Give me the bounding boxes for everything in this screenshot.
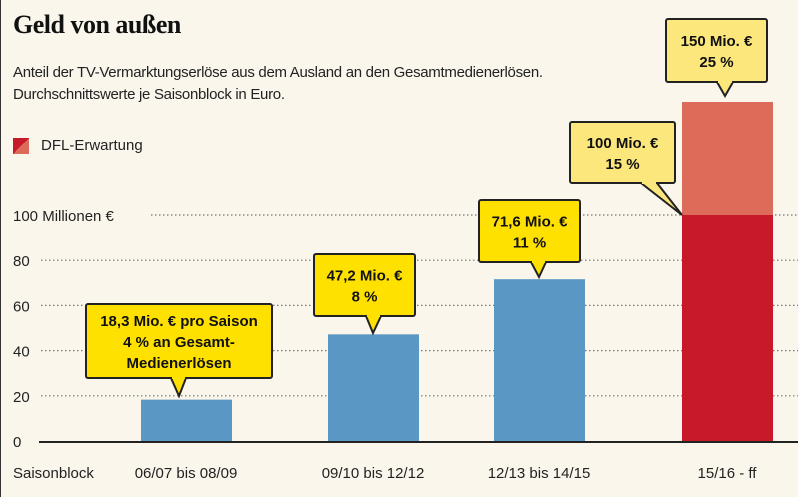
y-tick-label: 0 <box>13 434 21 451</box>
callout-pointer-join <box>642 180 656 184</box>
callout-text: 8 % <box>352 289 378 306</box>
y-tick-label: 100 Millionen € <box>13 208 115 225</box>
x-tick-label: 06/07 bis 08/09 <box>135 465 238 482</box>
x-tick-label: 15/16 - ff <box>698 465 758 482</box>
callout: 18,3 Mio. € pro Saison 4 % an Gesamt- Medi… <box>85 303 273 399</box>
y-tick-label: 40 <box>13 344 30 361</box>
callout: 71,6 Mio. € 11 % <box>478 199 581 280</box>
callout-pointer-join <box>367 313 380 317</box>
legend-label-dfl: DFL-Erwartung <box>41 137 143 154</box>
x-tick-label: 09/10 bis 12/12 <box>322 465 425 482</box>
callout-box <box>569 121 676 184</box>
x-axis-label: Saisonblock <box>13 465 94 482</box>
callout-text: 71,6 Mio. € <box>492 214 569 231</box>
bar-dfl-expectation <box>682 102 773 215</box>
callout-text: Medienerlösen <box>126 355 231 372</box>
bar <box>494 279 585 441</box>
callout-pointer <box>169 377 188 399</box>
y-tick-label: 60 <box>13 298 30 315</box>
callout-text: 150 Mio. € <box>681 33 753 50</box>
chart-subtitle: Anteil der TV-Vermarktungserlöse aus dem… <box>13 64 543 103</box>
legend: DFL-Erwartung <box>13 137 143 154</box>
callout-text: 100 Mio. € <box>587 135 659 152</box>
callout-box <box>665 18 768 83</box>
callout: 100 Mio. € 15 % <box>569 121 683 216</box>
callout-text: 47,2 Mio. € <box>327 268 404 285</box>
callout-text: 25 % <box>699 54 733 71</box>
chart-title: Geld von außen <box>13 10 181 39</box>
callout-pointer-join <box>718 79 732 83</box>
callout-pointer-join <box>532 259 545 263</box>
bar-dfl-base <box>682 215 773 441</box>
x-tick-label: 12/13 bis 14/15 <box>488 465 591 482</box>
callout: 47,2 Mio. € 8 % <box>313 253 416 336</box>
callout-pointer <box>364 315 383 336</box>
legend-swatch-dfl <box>13 137 29 154</box>
callout-box <box>478 199 581 263</box>
bar <box>328 334 419 441</box>
callout-pointer <box>638 182 683 216</box>
callout: 150 Mio. € 25 % <box>665 18 768 99</box>
callout-text: 11 % <box>513 235 546 252</box>
callout-pointer <box>529 261 548 280</box>
callout-text: 4 % an Gesamt- <box>123 334 235 351</box>
callout-pointer-join <box>172 375 185 379</box>
callout-pointer <box>715 81 735 99</box>
bar <box>141 399 232 441</box>
y-tick-label: 80 <box>13 253 30 270</box>
y-tick-label: 20 <box>13 389 30 406</box>
callout-box <box>313 253 416 317</box>
callout-text: 18,3 Mio. € pro Saison <box>100 313 258 330</box>
callout-text: 15 % <box>605 156 639 173</box>
